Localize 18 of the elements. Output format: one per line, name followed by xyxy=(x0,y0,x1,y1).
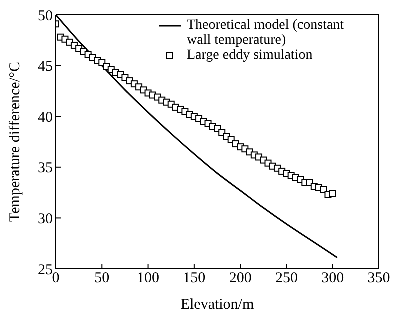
y-tick-label: 50 xyxy=(38,8,53,24)
x-tick-label: 100 xyxy=(137,270,160,287)
legend-label: Theoretical model (constant wall temperature) xyxy=(187,18,346,48)
x-tick-label: 300 xyxy=(322,270,344,287)
x-tick-label: 50 xyxy=(94,270,110,287)
y-axis-title: Temperature difference/°C xyxy=(7,62,24,222)
y-tick-label: 35 xyxy=(38,160,53,177)
x-tick-label: 0 xyxy=(52,270,60,287)
y-tick-label: 30 xyxy=(38,212,53,228)
x-tick-label: 250 xyxy=(275,270,298,287)
y-tick-label: 25 xyxy=(38,262,53,278)
x-tick-label: 350 xyxy=(368,270,390,287)
x-tick-label: 200 xyxy=(229,270,252,287)
legend-label: Large eddy simulation xyxy=(187,48,313,63)
x-axis-title: Elevation/m xyxy=(180,297,254,313)
y-tick-label: 40 xyxy=(38,110,53,126)
x-tick-label: 150 xyxy=(183,270,206,287)
y-tick-label: 45 xyxy=(38,59,53,76)
